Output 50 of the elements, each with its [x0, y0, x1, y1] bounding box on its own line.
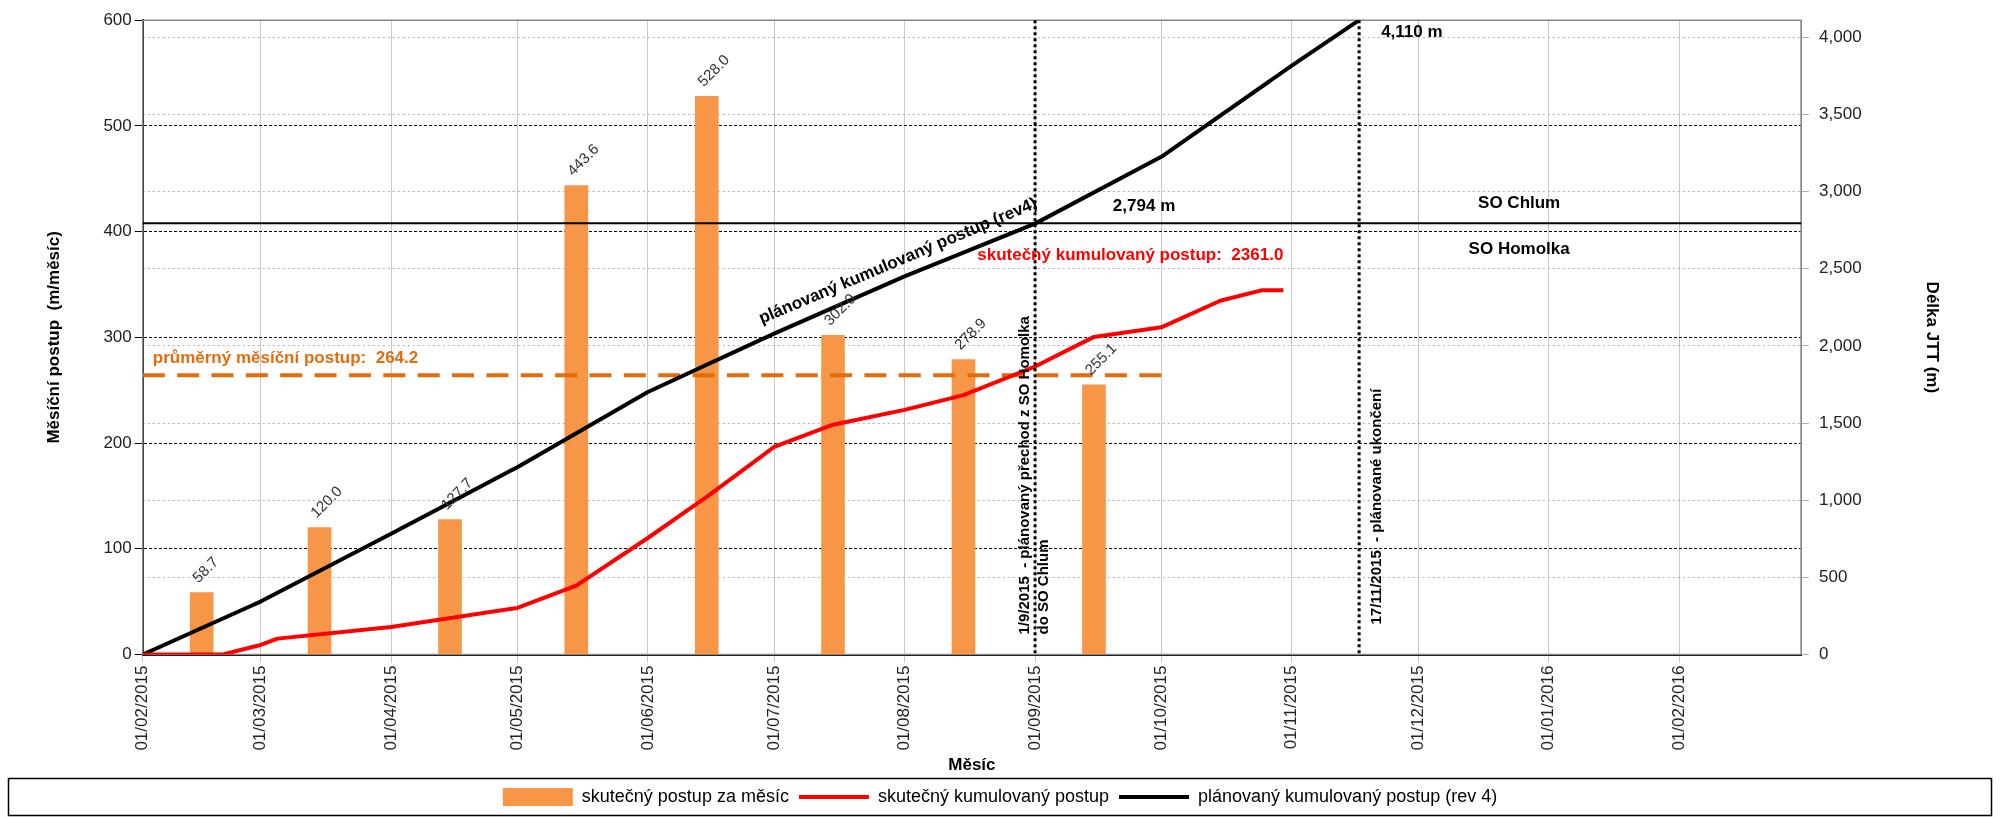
annotation: SO Homolka — [1468, 238, 1571, 258]
y2-tick-label: 4,000 — [1819, 26, 1862, 46]
x-axis-title: Měsíc — [948, 755, 996, 775]
x-tick-label: 01/04/2015 — [380, 665, 400, 751]
y2-tick-label: 3,000 — [1819, 181, 1862, 201]
ref-line-label: 2,794 m — [1112, 196, 1176, 216]
x-tick-label: 01/02/2016 — [1668, 665, 1688, 751]
data-label: průměrný měsíční postup: 264.2 — [152, 348, 419, 368]
legend-label: plánovaný kumulovaný postup (rev 4) — [1198, 785, 1498, 806]
x-tick-label: 01/06/2015 — [637, 665, 657, 751]
ref-line-label: 17/11/2015 - plánované ukončení — [1367, 387, 1385, 625]
ref-line-label: 1/9/2015 - plánovaný přechod z SO Homolka do SO Chlum — [1015, 315, 1052, 635]
bar — [951, 359, 976, 655]
x-tick-label: 01/08/2015 — [894, 665, 914, 751]
bar — [438, 519, 462, 655]
y-tick-label: 100 — [103, 538, 132, 558]
x-tick-label: 01/10/2015 — [1151, 665, 1170, 751]
bar — [821, 334, 845, 655]
bar — [694, 95, 719, 655]
x-tick-label: 01/11/2015 — [1281, 665, 1301, 750]
bar — [564, 185, 589, 655]
y2-axis-title: Délka JTT (m) — [1923, 281, 1943, 394]
y-axis-title: Měsíční postup (m/měsíc) — [43, 231, 63, 444]
x-tick-label: 01/02/2015 — [132, 665, 152, 751]
y-tick-label: 400 — [103, 221, 132, 241]
y2-tick-label: 1,500 — [1819, 412, 1862, 432]
y-tick-label: 200 — [103, 432, 132, 452]
x-tick-label: 01/01/2016 — [1538, 665, 1558, 751]
x-tick-label: 01/09/2015 — [1024, 665, 1044, 751]
y2-tick-label: 500 — [1819, 567, 1848, 587]
annotation: SO Chlum — [1478, 192, 1561, 212]
y2-tick-label: 2,500 — [1819, 258, 1862, 278]
x-tick-label: 01/12/2015 — [1407, 665, 1427, 751]
bar — [1082, 384, 1106, 655]
y2-tick-label: 3,500 — [1819, 104, 1862, 124]
x-tick-label: 01/05/2015 — [507, 665, 527, 751]
annotation: 4,110 m — [1381, 22, 1443, 42]
bar — [189, 592, 214, 655]
bar — [307, 527, 332, 655]
legend-label: skutečný kumulovaný postup — [877, 785, 1110, 806]
y-tick-label: 0 — [122, 644, 132, 664]
y-tick-label: 600 — [103, 9, 132, 29]
x-tick-label: 01/03/2015 — [250, 665, 270, 751]
y-tick-label: 500 — [103, 115, 132, 135]
y2-tick-label: 0 — [1819, 644, 1829, 664]
legend-label: skutečný postup za měsíc — [581, 785, 789, 806]
y-tick-label: 300 — [103, 327, 132, 347]
y2-tick-label: 1,000 — [1819, 489, 1862, 509]
x-tick-label: 01/07/2015 — [763, 665, 783, 751]
y2-tick-label: 2,000 — [1819, 335, 1862, 355]
